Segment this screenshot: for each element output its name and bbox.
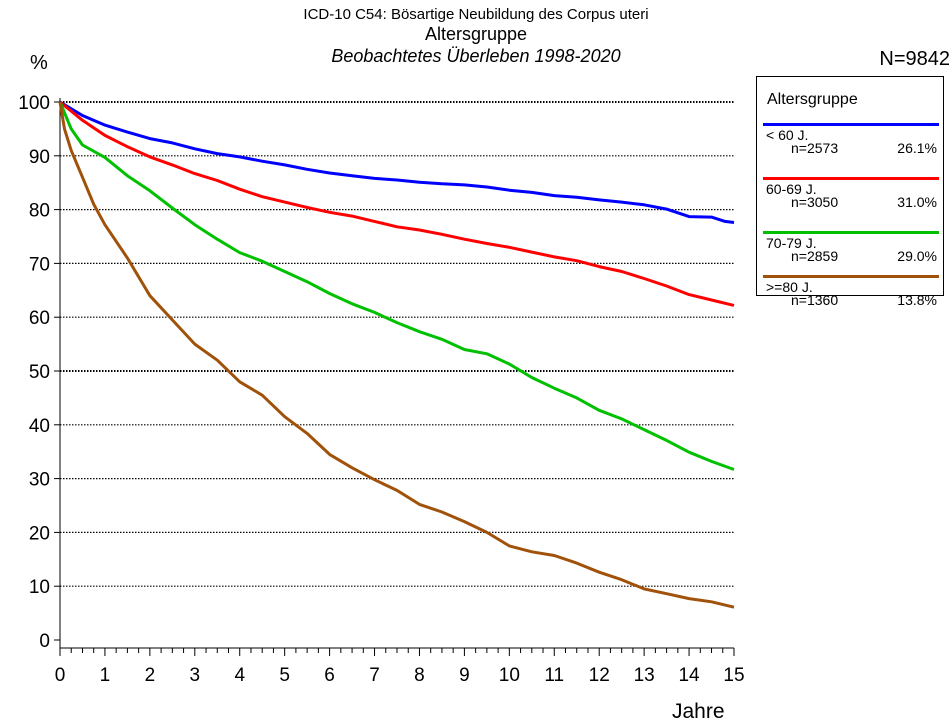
legend-swatch-under-60 [763, 123, 939, 126]
x-tick-label-15: 15 [723, 665, 744, 686]
x-tick-label-1: 1 [100, 665, 111, 686]
y-tick-label-20: 20 [29, 523, 50, 544]
chart-subtitle: Altersgruppe [424, 24, 528, 44]
chart-title: ICD-10 C54: Bösartige Neubildung des Cor… [303, 6, 649, 23]
y-tick-label-100: 100 [18, 93, 50, 114]
legend-entry-80-plus: >=80 J. n=1360 13.8% [757, 275, 943, 329]
x-tick-label-9: 9 [459, 665, 470, 686]
legend-name-70-79: 70-79 J. [766, 235, 817, 251]
legend-name-60-69: 60-69 J. [766, 181, 817, 197]
legend-count-under-60: n=2573 [791, 140, 839, 156]
legend-name-under-60: < 60 J. [766, 127, 809, 143]
x-tick-label-3: 3 [190, 665, 201, 686]
y-tick-label-30: 30 [29, 470, 50, 491]
legend-swatch-60-69 [763, 177, 939, 180]
legend-entry-60-69: 60-69 J. n=3050 31.0% [757, 177, 943, 231]
y-tick-label-80: 80 [29, 201, 50, 222]
x-tick-label-10: 10 [499, 665, 520, 686]
x-tick-label-14: 14 [678, 665, 700, 686]
y-tick-label-0: 0 [39, 631, 50, 652]
total-count: N=9842 [879, 48, 950, 70]
legend: Altersgruppe < 60 J. n=2573 26.1% 60-69 … [756, 76, 944, 308]
x-tick-label-7: 7 [369, 665, 380, 686]
legend-entry-under-60: < 60 J. n=2573 26.1% [757, 123, 943, 177]
y-tick-label-40: 40 [29, 416, 50, 437]
x-tick-label-0: 0 [55, 665, 66, 686]
legend-percent-80-plus: 13.8% [897, 292, 937, 308]
legend-count-60-69: n=3050 [791, 194, 839, 210]
legend-entry-70-79: 70-79 J. n=2859 29.0% [757, 231, 943, 285]
legend-percent-60-69: 31.0% [897, 194, 937, 210]
x-tick-label-6: 6 [324, 665, 335, 686]
y-tick-label-90: 90 [29, 147, 50, 168]
series-line-1 [59, 100, 735, 307]
chart-caption: Beobachtetes Überleben 1998-2020 [331, 46, 621, 66]
x-tick-label-2: 2 [145, 665, 156, 686]
series-line-3 [58, 101, 735, 609]
x-tick-label-13: 13 [634, 665, 655, 686]
series-line-2 [58, 101, 735, 471]
legend-count-70-79: n=2859 [791, 248, 839, 264]
legend-percent-under-60: 26.1% [897, 140, 937, 156]
y-tick-label-10: 10 [29, 577, 50, 598]
legend-name-80-plus: >=80 J. [766, 279, 813, 295]
y-axis-label: % [30, 52, 48, 74]
legend-swatch-70-79 [763, 231, 939, 234]
x-tick-label-5: 5 [279, 665, 290, 686]
x-tick-label-8: 8 [414, 665, 425, 686]
y-tick-label-60: 60 [29, 308, 50, 329]
x-tick-label-4: 4 [234, 665, 245, 686]
series-line-0 [59, 100, 735, 224]
x-tick-label-11: 11 [544, 665, 564, 686]
legend-percent-70-79: 29.0% [897, 248, 937, 264]
legend-count-80-plus: n=1360 [791, 292, 839, 308]
legend-title: Altersgruppe [767, 91, 858, 108]
x-axis-label: Jahre [672, 700, 725, 723]
y-tick-label-50: 50 [29, 362, 50, 383]
x-tick-label-12: 12 [589, 665, 610, 686]
legend-swatch-80-plus [763, 275, 939, 278]
y-tick-label-70: 70 [29, 254, 50, 275]
